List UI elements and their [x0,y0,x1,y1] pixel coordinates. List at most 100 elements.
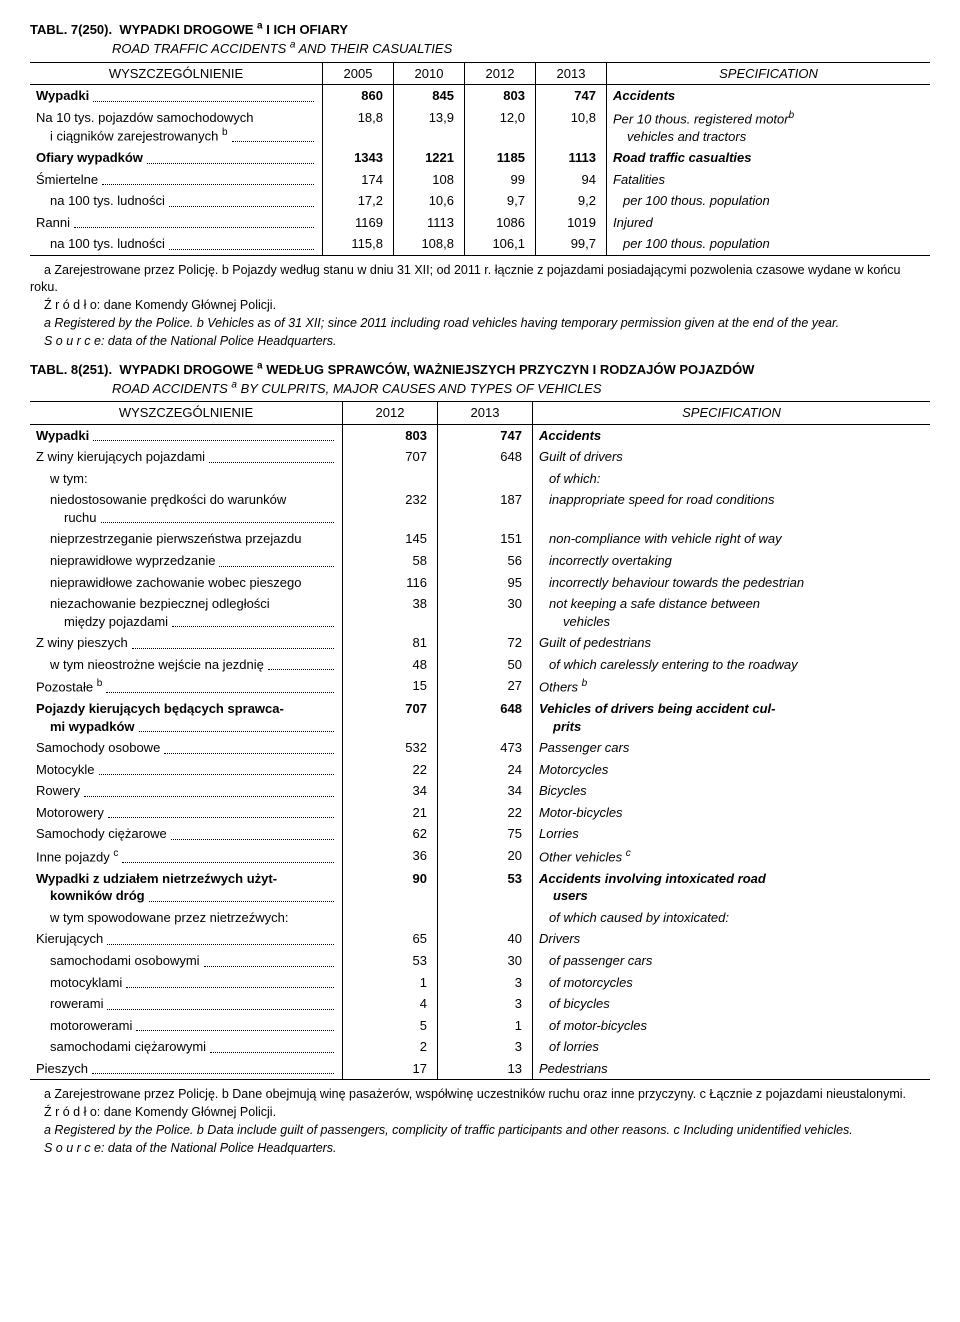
table7-foot-pl2: Ź r ó d ł o: dane Komendy Głównej Policj… [30,297,930,314]
table8-head-spec-en: SPECIFICATION [533,402,931,425]
row-value: 108 [394,169,465,191]
row-label-pl: Samochody ciężarowe [30,823,343,845]
table-row: Rowery3434Bicycles [30,780,930,802]
row-value: 53 [343,950,438,972]
row-value: 707 [343,446,438,468]
table8-title-pl: WYPADKI DROGOWE [119,362,257,377]
table-row: Wypadki803747Accidents [30,424,930,446]
row-label-pl: nieprawidłowe zachowanie wobec pieszego [30,572,343,594]
row-value: 4 [343,993,438,1015]
row-label-en: Per 10 thous. registered motorbvehicles … [607,107,931,147]
row-label-en: incorrectly behaviour towards the pedest… [533,572,931,594]
row-label-pl: Inne pojazdy c [30,845,343,868]
table8-foot-en2: S o u r c e: data of the National Police… [30,1140,930,1157]
row-label-en: Other vehicles c [533,845,931,868]
row-label-en: per 100 thous. population [607,233,931,255]
row-value: 99 [465,169,536,191]
table-row: Samochody ciężarowe6275Lorries [30,823,930,845]
table-row: rowerami43of bicycles [30,993,930,1015]
row-value: 3 [438,993,533,1015]
row-value: 65 [343,928,438,950]
table-row: w tym nieostrożne wejście na jezdnię4850… [30,654,930,676]
table7-foot-en2: S o u r c e: data of the National Police… [30,333,930,350]
row-label-en: incorrectly overtaking [533,550,931,572]
table7-foot-en1: a Registered by the Police. b Vehicles a… [30,315,930,332]
row-label-pl: w tym spowodowane przez nietrzeźwych: [30,907,343,929]
row-label-en: Guilt of drivers [533,446,931,468]
table7-head-y2: 2010 [394,62,465,85]
table7-label: TABL. 7(250). [30,22,112,37]
table-row: Samochody osobowe532473Passenger cars [30,737,930,759]
row-label-en: of bicycles [533,993,931,1015]
row-value: 10,8 [536,107,607,147]
row-value [343,907,438,929]
row-value: 36 [343,845,438,868]
table7-head-y4: 2013 [536,62,607,85]
row-value: 81 [343,632,438,654]
row-value: 13,9 [394,107,465,147]
row-value: 1 [438,1015,533,1037]
table8-label: TABL. 8(251). [30,362,112,377]
table8-title-pl2: WEDŁUG SPRAWCÓW, WAŻNIEJSZYCH PRZYCZYN I… [263,362,755,377]
table-row: Inne pojazdy c3620Other vehicles c [30,845,930,868]
row-label-pl: Na 10 tys. pojazdów samochodowychi ciągn… [30,107,323,147]
row-label-en: Motor-bicycles [533,802,931,824]
row-value: 747 [438,424,533,446]
table8-head-y2: 2013 [438,402,533,425]
row-value: 34 [438,780,533,802]
row-value: 3 [438,972,533,994]
row-value: 24 [438,759,533,781]
table-row: Z winy kierujących pojazdami707648Guilt … [30,446,930,468]
row-value: 22 [438,802,533,824]
table-row: Na 10 tys. pojazdów samochodowychi ciągn… [30,107,930,147]
table-row: nieprawidłowe zachowanie wobec pieszego1… [30,572,930,594]
row-label-en: not keeping a safe distance betweenvehic… [533,593,931,632]
table-row: w tym:of which: [30,468,930,490]
row-value: 232 [343,489,438,528]
row-value: 94 [536,169,607,191]
row-value: 17 [343,1058,438,1080]
row-label-en: Accidents involving intoxicated roaduser… [533,868,931,907]
row-value: 15 [343,675,438,698]
row-value: 1343 [323,147,394,169]
row-label-pl: Pieszych [30,1058,343,1080]
table-row: Wypadki860845803747Accidents [30,85,930,107]
row-label-en: Guilt of pedestrians [533,632,931,654]
row-value: 75 [438,823,533,845]
table-row: samochodami ciężarowymi23of lorries [30,1036,930,1058]
row-label-pl: niedostosowanie prędkości do warunkówruc… [30,489,343,528]
row-label-en: of passenger cars [533,950,931,972]
row-value: 747 [536,85,607,107]
row-value: 34 [343,780,438,802]
row-value [438,907,533,929]
row-label-pl: w tym nieostrożne wejście na jezdnię [30,654,343,676]
row-label-en: Others b [533,675,931,698]
row-value: 22 [343,759,438,781]
row-label-en: of which: [533,468,931,490]
row-label-pl: Rowery [30,780,343,802]
table-row: Wypadki z udziałem nietrzeźwych użyt-kow… [30,868,930,907]
row-label-pl: samochodami osobowymi [30,950,343,972]
row-value: 95 [438,572,533,594]
table8-title-en2: BY CULPRITS, MAJOR CAUSES AND TYPES OF V… [237,381,602,396]
row-label-en: non-compliance with vehicle right of way [533,528,931,550]
row-value: 10,6 [394,190,465,212]
table7: WYSZCZEGÓLNIENIE 2005 2010 2012 2013 SPE… [30,62,930,256]
table7-title-pl: WYPADKI DROGOWE [119,22,257,37]
row-value: 9,2 [536,190,607,212]
row-label-en: Pedestrians [533,1058,931,1080]
row-label-pl: Wypadki [30,85,323,107]
table8-foot-pl2: Ź r ó d ł o: dane Komendy Głównej Policj… [30,1104,930,1121]
table-row: nieprzestrzeganie pierwszeństwa przejazd… [30,528,930,550]
row-label-pl: motocyklami [30,972,343,994]
row-value: 803 [465,85,536,107]
row-value: 108,8 [394,233,465,255]
table7-head-spec-pl: WYSZCZEGÓLNIENIE [30,62,323,85]
row-label-en: Vehicles of drivers being accident cul-p… [533,698,931,737]
row-value: 1113 [536,147,607,169]
row-label-en: Accidents [607,85,931,107]
row-label-en: of motor-bicycles [533,1015,931,1037]
table-row: Motocykle2224Motorcycles [30,759,930,781]
row-value: 145 [343,528,438,550]
table-row: niezachowanie bezpiecznej odległościmięd… [30,593,930,632]
